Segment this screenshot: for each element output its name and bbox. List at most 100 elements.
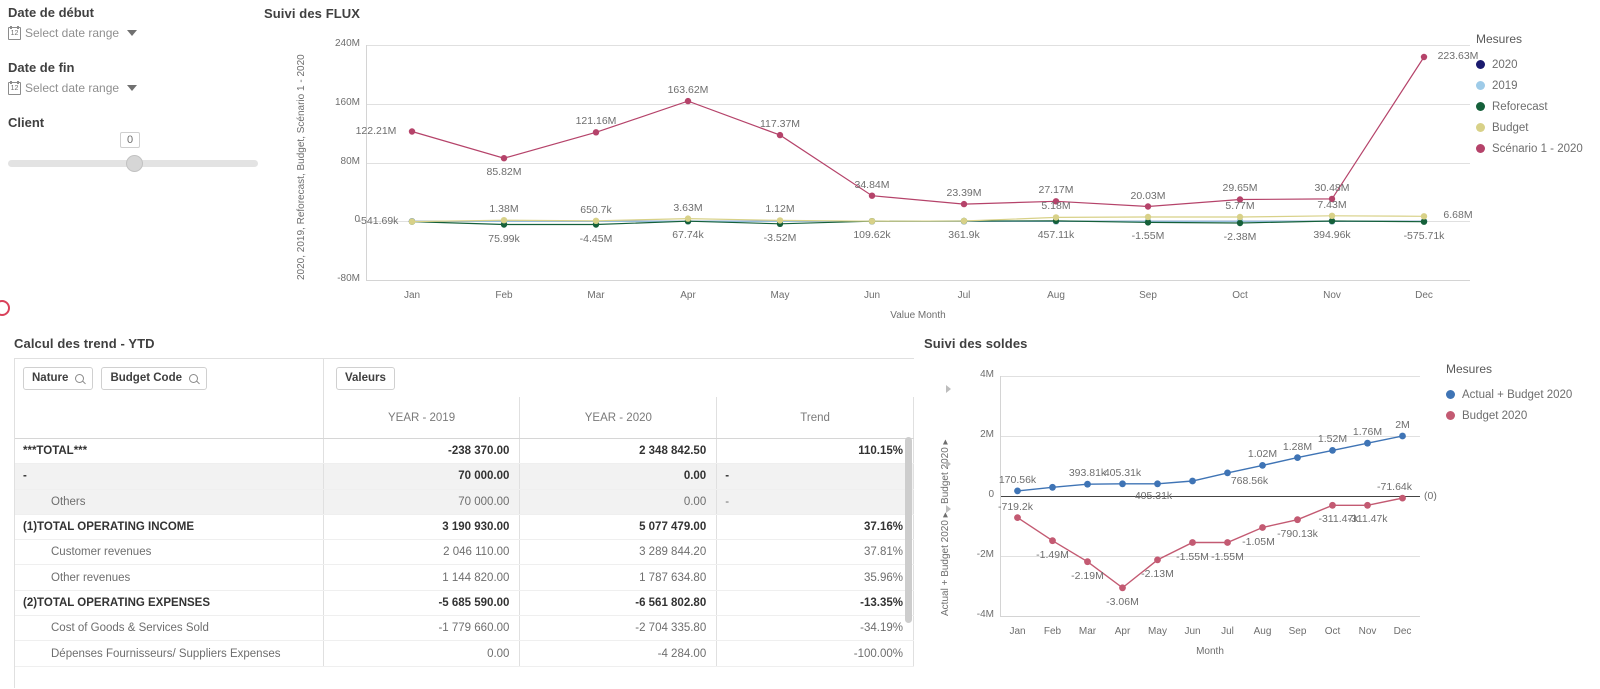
table-row[interactable]: Other revenues 1 144 820.00 1 787 634.80 35…	[15, 565, 914, 591]
table-cell-year-2020[interactable]: -6 561 802.80	[520, 590, 718, 616]
y-axis-tick: 4M	[980, 369, 994, 380]
data-label: -2.38M	[1223, 230, 1257, 243]
table-cell-dimension[interactable]: (2)TOTAL OPERATING EXPENSES	[15, 590, 324, 616]
table-cell-trend[interactable]: 37.81%	[717, 540, 914, 565]
data-label: 768.56k	[1230, 474, 1269, 487]
axis-expand-icon[interactable]	[946, 460, 951, 468]
x-axis-tick: Dec	[1415, 290, 1433, 301]
table-cell-trend[interactable]: -	[717, 489, 914, 514]
dimension-pill-group: Nature Budget Code	[15, 359, 324, 397]
table-cell-dimension[interactable]: Others	[15, 489, 324, 514]
table-cell-trend[interactable]: -34.19%	[717, 616, 914, 641]
flux-plot-area[interactable]: 2020, 2019, Reforecast, Budget, Scénario…	[264, 0, 1600, 330]
table-cell-trend[interactable]: -	[717, 464, 914, 489]
axis-expand-icon[interactable]	[946, 385, 951, 393]
table-row[interactable]: -70 000.00 0.00-	[15, 464, 914, 490]
table-cell-trend[interactable]: -13.35%	[717, 590, 914, 616]
dimension-pill-nature[interactable]: Nature	[23, 366, 94, 390]
gridline	[366, 104, 1470, 105]
data-label: 30.48M	[1314, 181, 1350, 194]
column-header-year-2020[interactable]: YEAR - 2020	[520, 397, 718, 438]
table-cell-dimension[interactable]: Other revenues	[15, 565, 324, 590]
table-cell-year-2019[interactable]: 70 000.00	[324, 489, 521, 514]
table-cell-year-2019[interactable]: 1 144 820.00	[324, 565, 521, 590]
table-cell-year-2019[interactable]: 0.00	[324, 641, 521, 666]
x-axis-tick: Jun	[863, 290, 881, 301]
flux-chart-panel: Suivi des FLUX 2020, 2019, Reforecast, B…	[264, 0, 1600, 330]
table-cell-year-2020[interactable]: 2 348 842.50	[520, 439, 718, 464]
measure-pill-valeurs[interactable]: Valeurs	[336, 366, 395, 390]
trend-table[interactable]: Nature Budget Code Valeurs YEAR - 20	[14, 358, 914, 688]
date-fin-input[interactable]: 12 Select date range	[8, 80, 138, 95]
legend-item[interactable]: Scénario 1 - 2020	[1476, 138, 1583, 159]
table-cell-year-2019[interactable]: 70 000.00	[324, 464, 521, 489]
search-icon[interactable]	[189, 373, 198, 383]
table-cell-year-2020[interactable]: -4 284.00	[520, 641, 718, 666]
data-label: 170.56k	[998, 473, 1037, 486]
table-row[interactable]: Customer revenues 2 046 110.00 3 289 844.2…	[15, 540, 914, 566]
zero-axis-marker: (0)	[1424, 490, 1437, 502]
table-row[interactable]: (1)TOTAL OPERATING INCOME 3 190 930.00 5 0…	[15, 514, 914, 541]
table-cell-year-2019[interactable]: 2 046 110.00	[324, 540, 521, 565]
trend-table-scrollbar[interactable]	[905, 437, 912, 623]
legend-item[interactable]: Budget 2020	[1446, 405, 1572, 426]
legend-item[interactable]: Budget	[1476, 117, 1583, 138]
table-row[interactable]: (2)TOTAL OPERATING EXPENSES -5 685 590.00…	[15, 590, 914, 617]
date-debut-input[interactable]: 12 Select date range	[8, 25, 138, 40]
data-label: -2.13M	[1141, 567, 1174, 580]
data-label: 650.7k	[580, 203, 612, 216]
table-cell-trend[interactable]: 110.15%	[717, 439, 914, 464]
axis-expand-icon[interactable]	[946, 505, 951, 513]
table-cell-dimension[interactable]: (1)TOTAL OPERATING INCOME	[15, 514, 324, 540]
column-header-year-2019[interactable]: YEAR - 2019	[324, 397, 521, 438]
date-debut-value: Select date range	[25, 26, 120, 40]
table-cell-trend[interactable]: 37.16%	[717, 514, 914, 540]
table-cell-dimension[interactable]: Dépenses Fournisseurs/ Suppliers Expense…	[15, 641, 324, 666]
table-cell-dimension[interactable]: Cost of Goods & Services Sold	[15, 616, 324, 641]
table-cell-year-2019[interactable]: 3 190 930.00	[324, 514, 521, 540]
legend-item[interactable]: Reforecast	[1476, 96, 1583, 117]
x-axis-tick: Apr	[1114, 626, 1131, 637]
table-row[interactable]: Cost of Goods & Services Sold -1 779 660.…	[15, 616, 914, 642]
table-row[interactable]: ***TOTAL*** -238 370.00 2 348 842.50 110.15…	[15, 439, 914, 465]
legend-item[interactable]: 2019	[1476, 75, 1583, 96]
table-cell-year-2019[interactable]: -1 779 660.00	[324, 616, 521, 641]
table-cell-year-2020[interactable]: 0.00	[520, 489, 718, 514]
search-icon[interactable]	[75, 373, 85, 383]
client-slider-handle[interactable]	[126, 155, 143, 172]
flux-chart-title: Suivi des FLUX	[264, 6, 361, 21]
table-cell-year-2020[interactable]: 5 077 479.00	[520, 514, 718, 540]
data-label: 85.82M	[486, 166, 522, 179]
table-cell-year-2020[interactable]: -2 704 335.80	[520, 616, 718, 641]
filter-date-debut: Date de début 12 Select date range	[8, 5, 138, 40]
x-axis-tick: Sep	[1288, 626, 1307, 637]
chevron-down-icon[interactable]	[127, 85, 138, 91]
filter-client-label: Client	[8, 115, 45, 130]
y-axis-tick: 0	[988, 489, 994, 500]
table-cell-year-2020[interactable]: 0.00	[520, 464, 718, 489]
chevron-down-icon[interactable]	[127, 30, 138, 36]
table-cell-dimension[interactable]: Customer revenues	[15, 540, 324, 565]
measure-pill-valeurs-label: Valeurs	[345, 372, 386, 384]
legend-item[interactable]: 2020	[1476, 54, 1583, 75]
table-row[interactable]: Others 70 000.00 0.00-	[15, 489, 914, 515]
table-cell-year-2020[interactable]: 3 289 844.20	[520, 540, 718, 565]
x-axis-tick: May	[1148, 626, 1167, 637]
filter-date-fin: Date de fin 12 Select date range	[8, 60, 138, 95]
legend-item[interactable]: Actual + Budget 2020	[1446, 384, 1572, 405]
table-cell-year-2019[interactable]: -238 370.00	[324, 439, 521, 464]
table-cell-dimension[interactable]: -	[15, 464, 324, 489]
data-label: 122.21M	[355, 124, 397, 137]
data-label: -790.13k	[1277, 527, 1318, 540]
x-axis-tick: Jul	[957, 290, 971, 301]
dimension-pill-budget-code[interactable]: Budget Code	[101, 366, 207, 390]
legend-item-label: Reforecast	[1492, 100, 1548, 113]
table-cell-dimension[interactable]: ***TOTAL***	[15, 439, 324, 464]
table-row[interactable]: Dépenses Fournisseurs/ Suppliers Expense…	[15, 641, 914, 667]
table-cell-trend[interactable]: 35.96%	[717, 565, 914, 590]
y-axis-tick: -4M	[976, 609, 994, 620]
table-cell-year-2019[interactable]: -5 685 590.00	[324, 590, 521, 616]
column-header-trend[interactable]: Trend	[717, 397, 914, 438]
table-cell-trend[interactable]: -100.00%	[717, 641, 914, 666]
table-cell-year-2020[interactable]: 1 787 634.80	[520, 565, 718, 590]
